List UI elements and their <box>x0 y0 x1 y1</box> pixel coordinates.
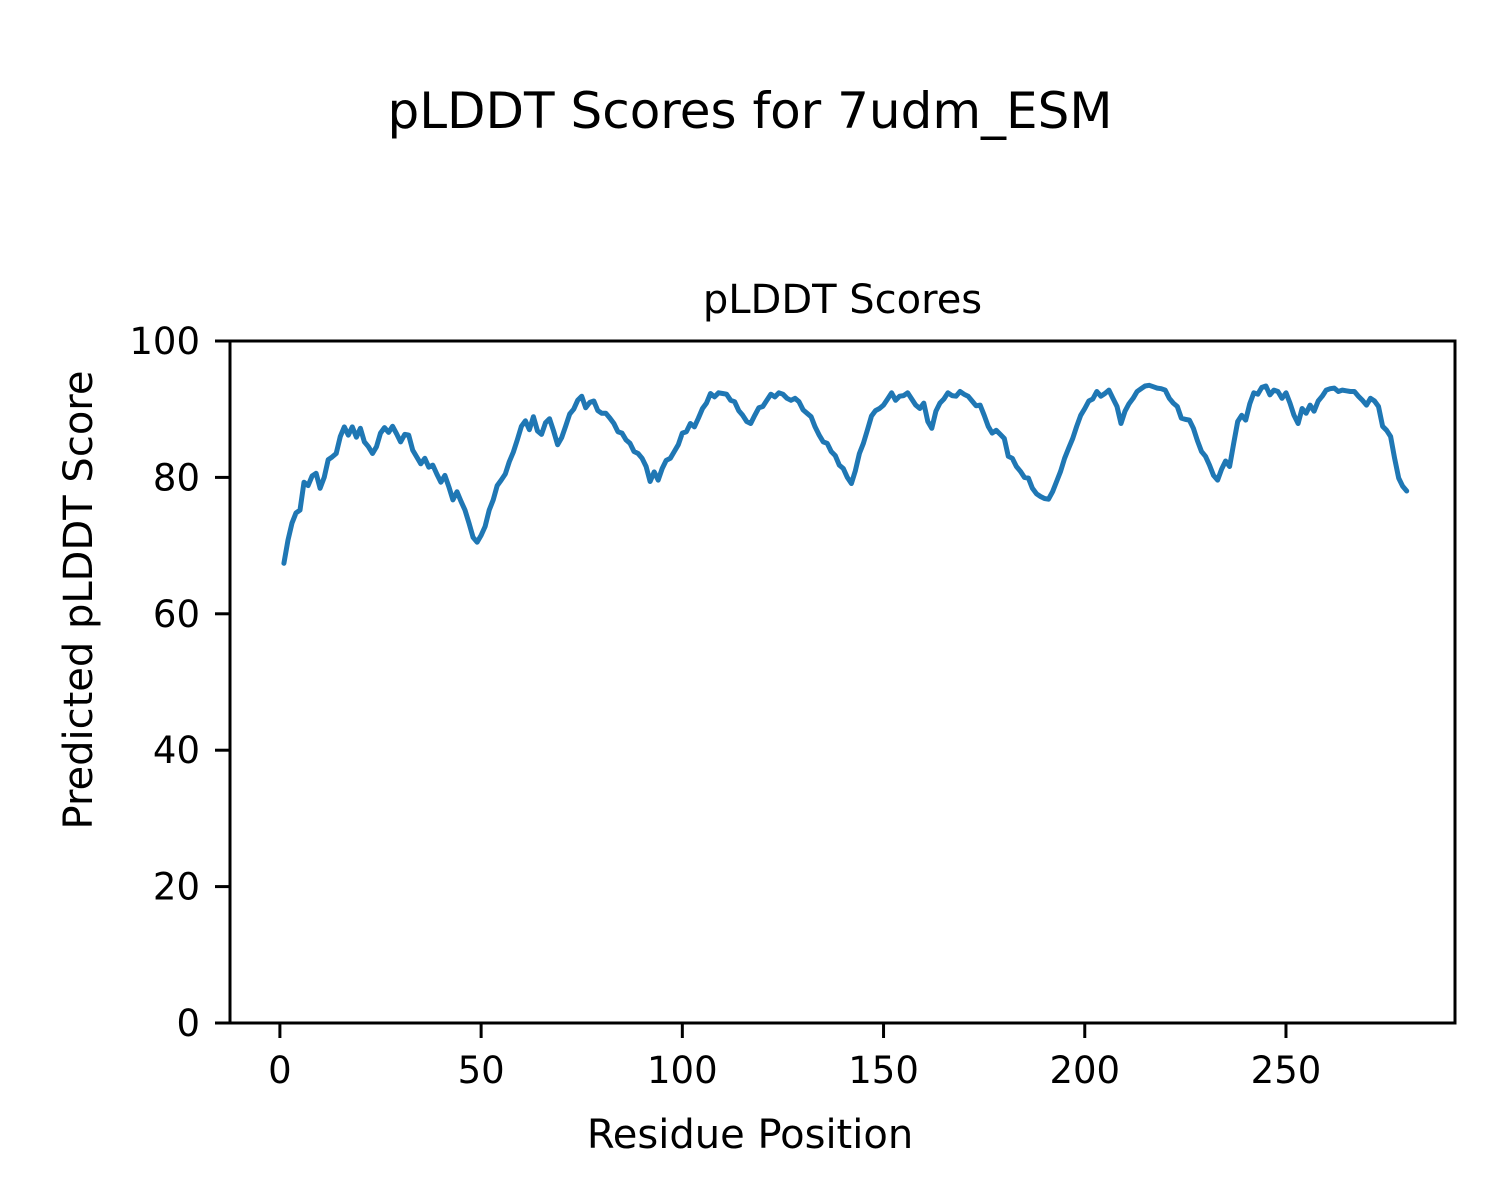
x-axis-label: Residue Position <box>586 1112 914 1158</box>
y-tick-label-40: 40 <box>153 729 200 772</box>
y-tick-label-20: 20 <box>153 866 200 909</box>
x-tick-label-150: 150 <box>848 1049 919 1092</box>
x-tick-label-0: 0 <box>268 1049 292 1092</box>
axes-spines <box>228 339 1457 1025</box>
x-tick-label-100: 100 <box>647 1049 718 1092</box>
x-tick-label-200: 200 <box>1049 1049 1120 1092</box>
x-tick-label-50: 50 <box>458 1049 505 1092</box>
axes-title: pLDDT Scores <box>702 277 983 323</box>
figure-title: pLDDT Scores for 7udm_ESM <box>387 82 1113 140</box>
y-tick-label-0: 0 <box>176 1002 200 1045</box>
plddt-line-series <box>281 382 1410 566</box>
y-tick-label-100: 100 <box>129 320 200 363</box>
y-tick-label-60: 60 <box>153 593 200 636</box>
y-tick-label-80: 80 <box>153 456 200 499</box>
x-tick-label-250: 250 <box>1251 1049 1322 1092</box>
